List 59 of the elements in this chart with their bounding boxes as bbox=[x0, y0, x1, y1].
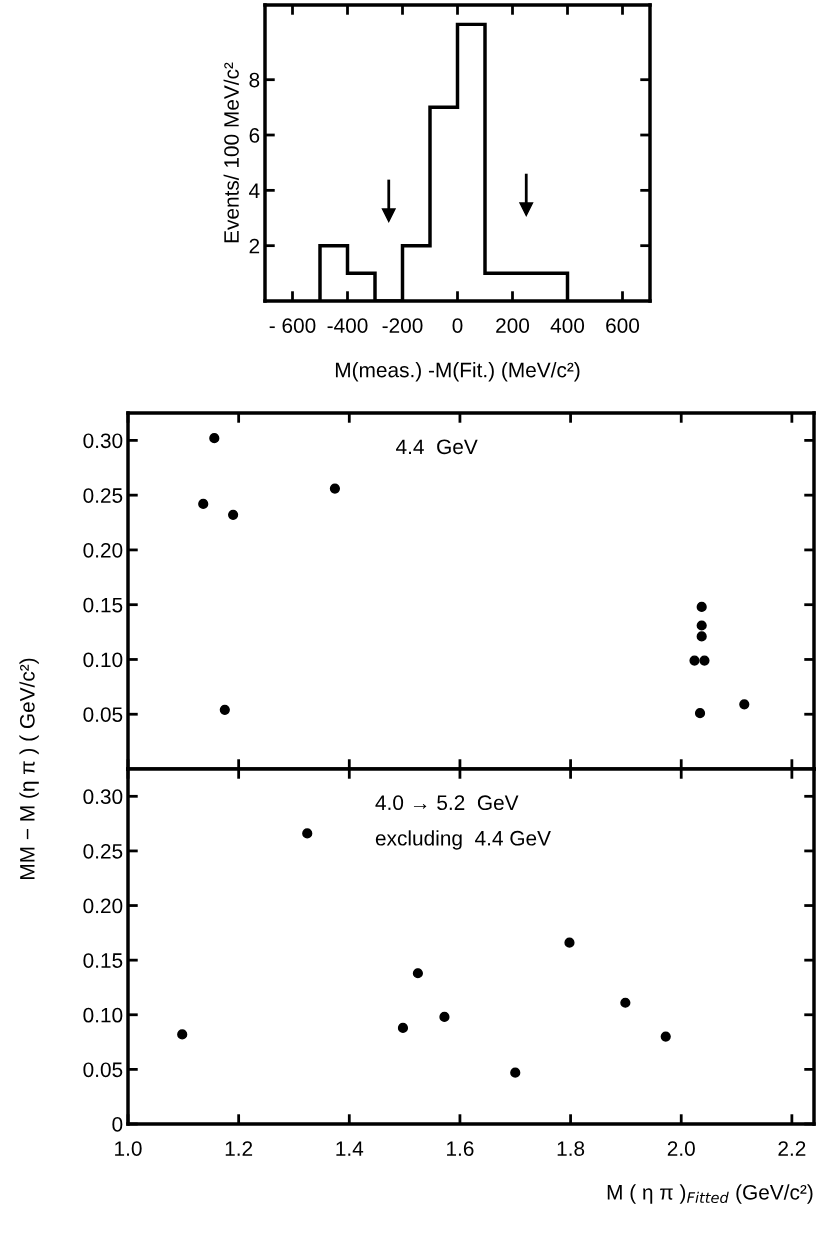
y-axis-title: Events/ 100 MeV/c² bbox=[223, 62, 239, 243]
point bbox=[510, 1067, 521, 1078]
y-tick-label: 4 bbox=[249, 183, 260, 198]
y-tick-label: 8 bbox=[249, 72, 260, 88]
x-tick-label: 1.6 bbox=[447, 1141, 474, 1156]
x-tick-label: 1.2 bbox=[225, 1141, 253, 1156]
point bbox=[696, 631, 707, 642]
point bbox=[177, 1029, 188, 1040]
x-tick-label: 0 bbox=[452, 318, 463, 333]
point bbox=[696, 620, 707, 631]
y-axis-title: MM − M (η π ) ( GeV/c²) bbox=[19, 658, 39, 879]
point bbox=[699, 655, 710, 666]
x-tick-label: - 600 bbox=[269, 318, 316, 333]
point bbox=[696, 601, 707, 612]
point bbox=[228, 509, 239, 520]
point bbox=[198, 498, 209, 510]
annotation: excluding 4.4 GeV bbox=[375, 830, 551, 850]
x-tick-label: 2.0 bbox=[667, 1141, 695, 1156]
x-tick-label: 1.0 bbox=[115, 1141, 142, 1156]
point bbox=[439, 1011, 450, 1023]
point bbox=[412, 968, 423, 979]
point bbox=[620, 997, 631, 1008]
y-tick-label: 0.05 bbox=[83, 1062, 123, 1078]
y-tick-label: 0.20 bbox=[83, 542, 123, 558]
point bbox=[564, 937, 575, 948]
y-tick-label: 0.10 bbox=[83, 652, 123, 668]
y-tick-label: 0.15 bbox=[83, 953, 123, 968]
point bbox=[302, 828, 313, 839]
x-axis-title: M ( η π )$_{Fitted}$ (GeV/c²) bbox=[607, 1184, 813, 1204]
x-tick-label: -200 bbox=[382, 318, 423, 333]
x-tick-label: 200 bbox=[496, 318, 530, 333]
y-tick-label: 0 bbox=[112, 1117, 123, 1132]
x-tick-label: 600 bbox=[606, 318, 640, 333]
point bbox=[397, 1022, 409, 1033]
x-tick-label: 2.2 bbox=[778, 1141, 806, 1156]
point bbox=[694, 708, 706, 719]
point bbox=[739, 699, 750, 710]
y-tick-label: 0.25 bbox=[83, 843, 123, 859]
x-axis-title: M(meas.) -M(Fit.) (MeV/c²) bbox=[335, 362, 580, 382]
y-tick-label: 6 bbox=[249, 128, 260, 143]
point bbox=[660, 1031, 671, 1042]
annotation: 4.0 → 5.2 GeV bbox=[375, 795, 519, 811]
annotation: 4.4 GeV bbox=[396, 439, 478, 455]
point bbox=[209, 433, 220, 444]
point bbox=[219, 704, 230, 715]
x-tick-label: 400 bbox=[550, 318, 585, 333]
point bbox=[689, 655, 700, 666]
point bbox=[329, 483, 340, 494]
y-tick-label: 0.05 bbox=[83, 707, 123, 722]
y-tick-label: 0.25 bbox=[83, 488, 123, 503]
y-tick-label: 0.30 bbox=[83, 789, 123, 805]
y-tick-label: 0.30 bbox=[83, 433, 123, 449]
x-tick-label: 1.8 bbox=[557, 1141, 585, 1156]
x-tick-label: -400 bbox=[327, 318, 368, 333]
x-tick-label: 1.4 bbox=[336, 1141, 364, 1156]
y-tick-label: 0.20 bbox=[83, 898, 123, 914]
y-tick-label: 2 bbox=[249, 238, 260, 254]
y-tick-label: 0.10 bbox=[83, 1007, 123, 1023]
y-tick-label: 0.15 bbox=[83, 597, 123, 613]
